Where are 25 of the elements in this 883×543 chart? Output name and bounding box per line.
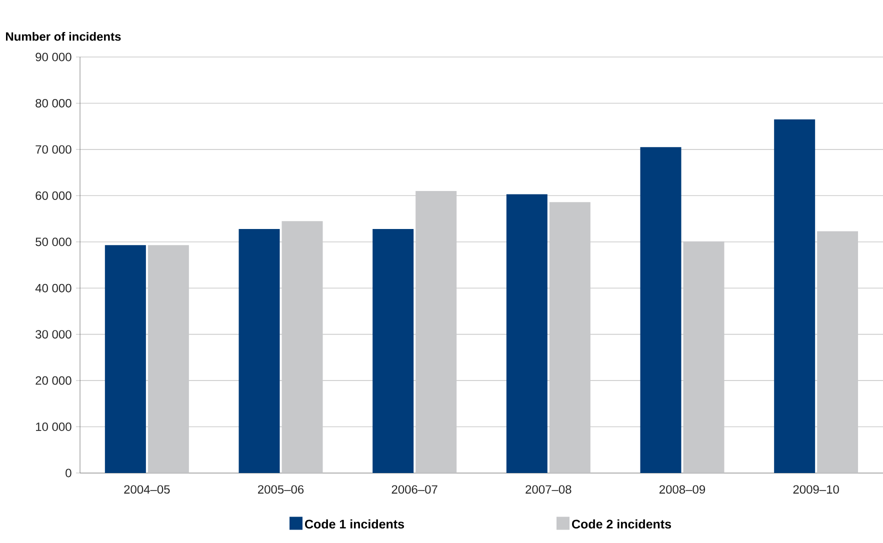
x-tick-label: 2006–07 <box>392 485 438 494</box>
bar <box>238 228 280 473</box>
bar <box>640 147 682 473</box>
x-tick-label: 2005–06 <box>258 485 304 494</box>
y-tick-label: 40 000 <box>35 284 72 292</box>
bar <box>104 245 146 473</box>
bar <box>372 228 414 473</box>
x-tick-label: 2004–05 <box>124 485 170 494</box>
y-tick-label: 20 000 <box>36 376 72 385</box>
x-tick-label: 2007–08 <box>526 485 572 494</box>
bar <box>506 194 548 473</box>
legend-label: Code 1 incidents <box>305 519 404 529</box>
y-tick-label: 0 <box>66 468 72 478</box>
y-tick-label: 80 000 <box>36 98 72 108</box>
x-tick-label: 2009–10 <box>793 485 839 494</box>
legend-label: Code 2 incidents <box>572 519 672 529</box>
y-tick-label: 60 000 <box>36 191 72 200</box>
y-tick-label: 70 000 <box>36 145 72 154</box>
y-axis-title: Number of incidents <box>6 32 121 41</box>
bar <box>774 119 816 473</box>
y-tick-label: 90 000 <box>36 52 72 62</box>
x-tick-label: 2008–09 <box>659 485 706 494</box>
y-tick-label: 10 000 <box>36 422 72 432</box>
y-tick-label: 30 000 <box>36 330 72 339</box>
y-tick-label: 50 000 <box>36 238 72 246</box>
